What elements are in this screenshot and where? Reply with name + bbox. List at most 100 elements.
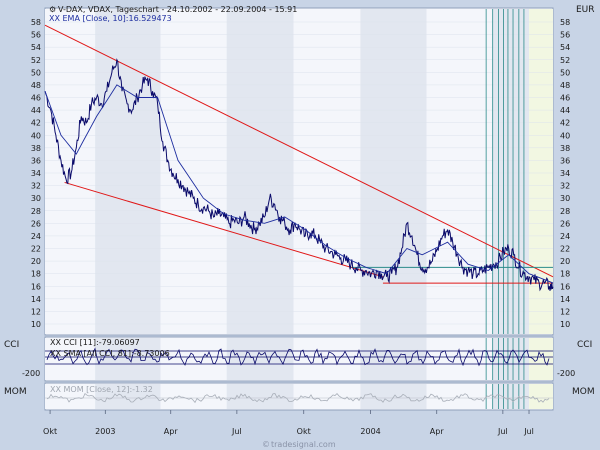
x-tick-label: Jul <box>231 427 242 436</box>
chart-title: V-DAX, VDAX, Tageschart - 24.10.2002 - 2… <box>58 5 297 14</box>
y-tick-label: 52 <box>31 56 41 65</box>
y-tick-label: 36 <box>560 156 570 165</box>
currency-label: EUR <box>576 5 595 15</box>
y-tick-label: 50 <box>31 68 41 77</box>
trend-line <box>44 24 554 278</box>
x-tick-label: 2003 <box>95 427 115 436</box>
accent-band <box>529 9 553 334</box>
x-tick-label: Apr <box>164 427 179 436</box>
quarter-band <box>226 338 294 380</box>
y-tick-label: 18 <box>560 270 570 279</box>
y-tick-label: 34 <box>31 169 41 178</box>
trend-lines <box>44 24 554 284</box>
x-tick-label: Jul <box>523 427 534 436</box>
main-price-panel <box>44 7 554 336</box>
y-tick-label: 28 <box>560 207 570 216</box>
mom-panel: XX MOM [Close, 12]:-1.32 <box>44 382 554 411</box>
y-tick-label: 42 <box>560 119 570 128</box>
y-tick-label: 30 <box>31 194 41 203</box>
y-tick-label: 24 <box>560 232 570 241</box>
y-tick-label: 32 <box>31 182 41 191</box>
y-tick-label: 58 <box>31 18 41 27</box>
y-tick-label: 14 <box>560 295 570 304</box>
vertical-markers <box>485 9 525 334</box>
footer-brand: tradesignal.com <box>271 440 336 449</box>
y-tick-label: 36 <box>31 156 41 165</box>
y-tick-label: 42 <box>31 119 41 128</box>
cci-sma-legend: XX SMA [All CCI, 81]:-8.73006 <box>50 349 170 358</box>
y-tick-label: 24 <box>31 232 41 241</box>
cci-line <box>46 347 550 367</box>
x-axis: Okt 2003 Apr Jul Okt 2004 Apr Jul Jul <box>43 410 534 436</box>
x-tick-label: Okt <box>297 427 311 436</box>
y-tick-label: 26 <box>560 219 570 228</box>
cci-label-right: CCI <box>577 340 592 350</box>
cci-tick-left: -200 <box>22 369 40 378</box>
quarter-band <box>45 338 96 380</box>
accent-band <box>529 384 553 409</box>
y-tick-label: 40 <box>31 131 41 140</box>
y-tick-label: 28 <box>31 207 41 216</box>
cci-tick-right: -200 <box>557 369 575 378</box>
y-tick-label: 56 <box>560 31 570 40</box>
mom-line <box>46 392 550 404</box>
y-tick-label: 12 <box>560 307 570 316</box>
y-tick-label: 54 <box>560 43 570 52</box>
month-bands <box>45 9 553 334</box>
y-tick-label: 46 <box>560 94 570 103</box>
quarter-band <box>226 9 294 334</box>
y-tick-label: 10 <box>31 320 41 329</box>
y-tick-label: 16 <box>31 282 41 291</box>
ema-legend: XX EMA [Close, 10]:16.529473 <box>49 14 172 23</box>
y-tick-label: 26 <box>31 219 41 228</box>
mom-legend: XX MOM [Close, 12]:-1.32 <box>50 385 153 394</box>
series-lines <box>44 58 554 292</box>
y-tick-label: 30 <box>560 194 570 203</box>
y-tick-label: 20 <box>560 257 570 266</box>
cci-legend: XX CCI [11]:-79.06097 <box>50 338 140 347</box>
quarter-band <box>426 338 493 380</box>
ema-line <box>44 84 554 284</box>
y-tick-label: 18 <box>31 270 41 279</box>
y-tick-label: 20 <box>31 257 41 266</box>
chart-icon: ⚙ <box>49 5 56 14</box>
y-tick-label: 12 <box>31 307 41 316</box>
y-tick-label: 38 <box>31 144 41 153</box>
y-tick-label: 16 <box>560 282 570 291</box>
quarter-band <box>45 384 96 409</box>
y-tick-label: 52 <box>560 56 570 65</box>
quarter-band <box>293 9 361 334</box>
quarter-band <box>160 338 227 380</box>
quarter-band <box>360 338 427 380</box>
accent-band <box>529 338 553 380</box>
quarter-band <box>160 384 227 409</box>
x-tick-label: 2004 <box>360 427 380 436</box>
quarter-band <box>360 9 427 334</box>
footer-logo-icon: © <box>262 440 270 449</box>
cci-label-left: CCI <box>4 340 19 350</box>
y-tick-label: 50 <box>560 68 570 77</box>
cci-panel: XX CCI [11]:-79.06097 XX SMA [All CCI, 8… <box>44 336 554 382</box>
y-tick-label: 32 <box>560 182 570 191</box>
y-tick-label: 56 <box>31 31 41 40</box>
mom-label-left: MOM <box>4 387 27 397</box>
y-axis-right: 10 12 14 16 18 20 22 24 26 28 30 32 34 36 38 40 42 44 46 48… <box>560 18 570 329</box>
x-tick-label: Okt <box>43 427 57 436</box>
y-tick-label: 44 <box>31 106 41 115</box>
quarter-band <box>293 384 361 409</box>
x-tick-label: Jul <box>497 427 508 436</box>
y-tick-label: 38 <box>560 144 570 153</box>
y-tick-label: 34 <box>560 169 570 178</box>
quarter-band <box>426 9 493 334</box>
y-tick-label: 48 <box>560 81 570 90</box>
y-tick-label: 54 <box>31 43 41 52</box>
y-tick-label: 22 <box>31 245 41 254</box>
vdax-close-line <box>44 58 554 292</box>
y-axis-left: 10 12 14 16 18 20 22 24 26 28 30 32 34 36 38 40 42 44 46 48… <box>31 18 41 329</box>
y-tick-label: 22 <box>560 245 570 254</box>
trend-line <box>64 181 384 278</box>
y-tick-label: 46 <box>31 94 41 103</box>
y-tick-label: 48 <box>31 81 41 90</box>
y-tick-label: 44 <box>560 106 570 115</box>
